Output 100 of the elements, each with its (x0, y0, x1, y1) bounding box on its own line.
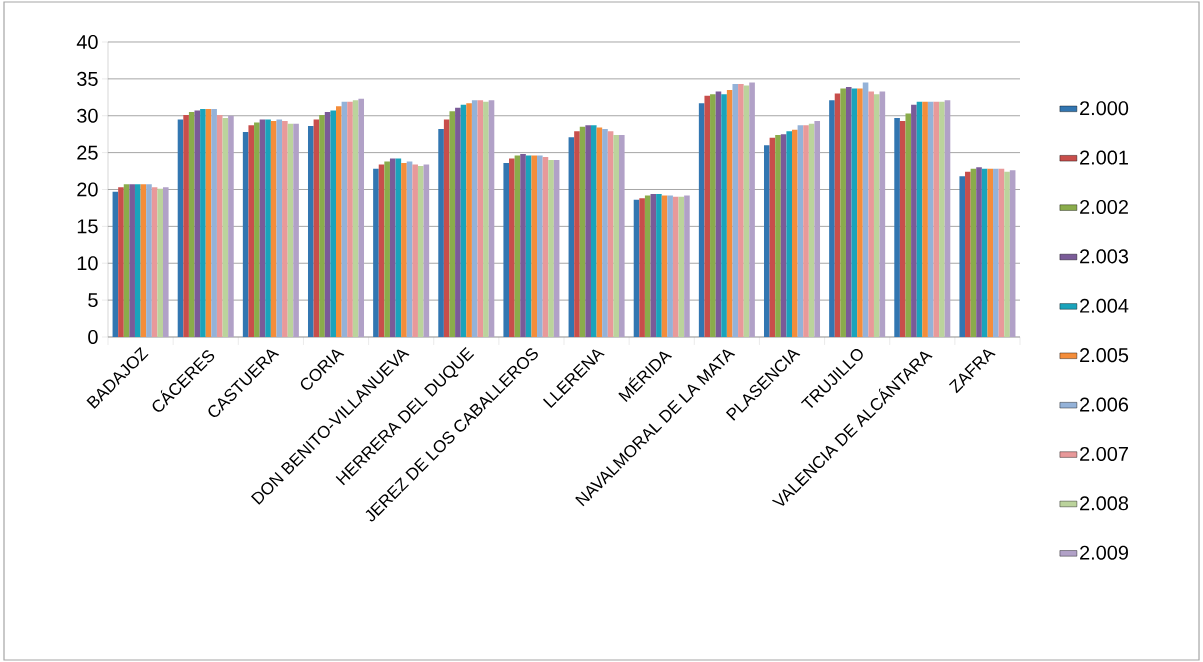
bar (183, 115, 189, 337)
bar (873, 94, 880, 337)
bar (803, 125, 809, 337)
legend-label: 2.004 (1080, 298, 1129, 313)
bar (829, 100, 835, 337)
bar (162, 187, 169, 337)
y-tick-label: 5 (88, 293, 98, 308)
bar (738, 84, 744, 337)
bar (987, 168, 994, 337)
bar (613, 134, 619, 337)
bar (129, 184, 135, 337)
legend-label: 2.003 (1080, 249, 1129, 264)
bar (347, 101, 353, 337)
bar (200, 109, 206, 337)
bar (254, 122, 260, 337)
bar (661, 195, 668, 337)
bar (483, 101, 489, 337)
bar (293, 123, 299, 337)
bar (684, 195, 690, 337)
bar (417, 165, 424, 337)
bar (265, 119, 271, 337)
bar (639, 198, 645, 337)
bar (503, 162, 510, 337)
bar (732, 84, 739, 337)
bar (358, 98, 365, 337)
bar (840, 88, 846, 337)
bar (710, 94, 716, 337)
bar (228, 115, 234, 337)
bar (336, 106, 342, 337)
bar (644, 195, 651, 337)
legend-label: 2.008 (1080, 496, 1129, 511)
y-tick-label: 25 (77, 145, 98, 160)
legend-label: 2.006 (1080, 397, 1129, 412)
y-tick-label: 0 (88, 329, 98, 345)
legend-label: 2.007 (1080, 446, 1128, 461)
bar (1004, 171, 1010, 337)
legend-label: 2.005 (1080, 348, 1129, 363)
bar (868, 91, 874, 337)
bar (927, 101, 934, 337)
bar (509, 158, 515, 337)
bar (976, 167, 982, 337)
legend-label: 2.001 (1080, 150, 1128, 165)
y-tick-label: 20 (77, 182, 98, 197)
y-tick-label: 30 (77, 108, 98, 123)
y-tick-label: 40 (76, 34, 98, 50)
bar (590, 125, 597, 337)
bar (134, 184, 141, 337)
bar (276, 119, 283, 337)
bar (282, 120, 288, 337)
bar (449, 111, 456, 337)
bar (602, 129, 608, 337)
bar (157, 188, 163, 337)
bar (905, 113, 912, 337)
bar (792, 129, 798, 337)
bar (786, 131, 793, 337)
bar (438, 129, 444, 337)
bar (704, 95, 711, 337)
y-tick-label: 10 (77, 256, 98, 271)
bar (466, 103, 472, 337)
y-tick-label: 15 (77, 219, 98, 234)
bar (389, 158, 396, 337)
bar (248, 125, 255, 337)
bar (520, 154, 526, 337)
legend-label: 2.002 (1080, 199, 1128, 215)
legend-label: 2.009 (1080, 545, 1128, 560)
bar (384, 161, 390, 337)
bar (406, 161, 413, 337)
bar (216, 115, 223, 337)
bar (721, 94, 727, 337)
bar (894, 117, 900, 337)
bar (618, 134, 625, 337)
bar (585, 125, 591, 337)
bar (319, 115, 325, 337)
bar (373, 168, 379, 337)
bar (857, 88, 863, 337)
bar (672, 196, 679, 337)
legend-label: 2.000 (1080, 101, 1129, 116)
bar (477, 100, 484, 337)
bar (749, 82, 755, 337)
y-tick-label: 35 (77, 71, 98, 86)
bar (188, 112, 195, 337)
bar (764, 145, 770, 337)
bar (845, 86, 852, 337)
bar (537, 155, 543, 337)
bar (455, 107, 461, 337)
bar (401, 162, 407, 337)
bar (548, 160, 554, 337)
bar (939, 101, 945, 337)
bar (667, 195, 673, 337)
bar (118, 187, 124, 337)
bar (531, 155, 538, 337)
bar (412, 164, 418, 337)
bar (814, 120, 821, 337)
bar (574, 131, 580, 337)
bar (959, 176, 966, 337)
bar (307, 126, 314, 337)
bar (211, 109, 217, 337)
bar (911, 104, 917, 337)
bar (922, 101, 928, 337)
bar (993, 168, 999, 337)
